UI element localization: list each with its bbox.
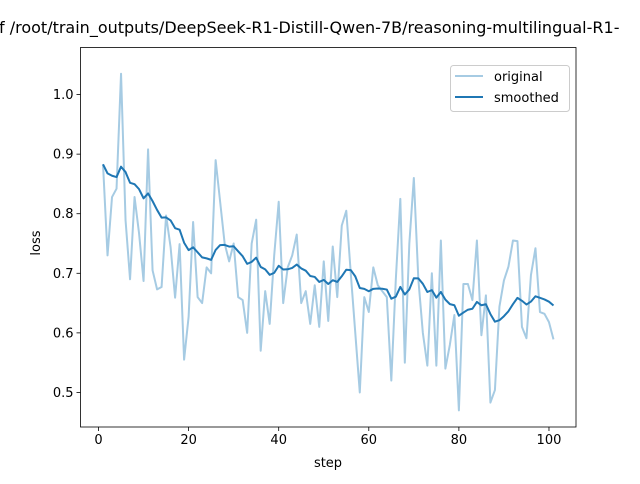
y-tick-label: 0.9 bbox=[53, 148, 74, 163]
x-tick-label: 80 bbox=[451, 433, 468, 448]
y-tick-label: 0.5 bbox=[53, 386, 74, 401]
y-tick-label: 0.7 bbox=[53, 267, 74, 282]
x-tick-label: 100 bbox=[537, 433, 562, 448]
x-tick-label: 60 bbox=[361, 433, 378, 448]
y-tick-label: 0.8 bbox=[53, 207, 74, 222]
legend: original smoothed bbox=[450, 65, 570, 112]
y-tick-label: 1.0 bbox=[53, 88, 74, 103]
x-tick-label: 40 bbox=[270, 433, 287, 448]
y-tick-label: 0.6 bbox=[53, 326, 74, 341]
series-smoothed-line bbox=[102, 163, 555, 323]
y-axis: 0.5 0.6 0.7 0.8 0.9 1.0 bbox=[53, 88, 81, 401]
legend-label-original: original bbox=[494, 70, 543, 85]
legend-label-smoothed: smoothed bbox=[494, 91, 559, 106]
x-axis: 0 20 40 60 80 100 bbox=[94, 427, 561, 448]
plot-frame bbox=[80, 47, 577, 428]
series-layer bbox=[102, 72, 555, 412]
chart-title: f /root/train_outputs/DeepSeek-R1-Distil… bbox=[0, 18, 619, 38]
y-axis-label: loss bbox=[29, 230, 44, 255]
series-original-line bbox=[102, 72, 555, 412]
x-tick-label: 20 bbox=[180, 433, 197, 448]
x-tick-label: 0 bbox=[94, 433, 102, 448]
x-axis-label: step bbox=[314, 456, 342, 471]
